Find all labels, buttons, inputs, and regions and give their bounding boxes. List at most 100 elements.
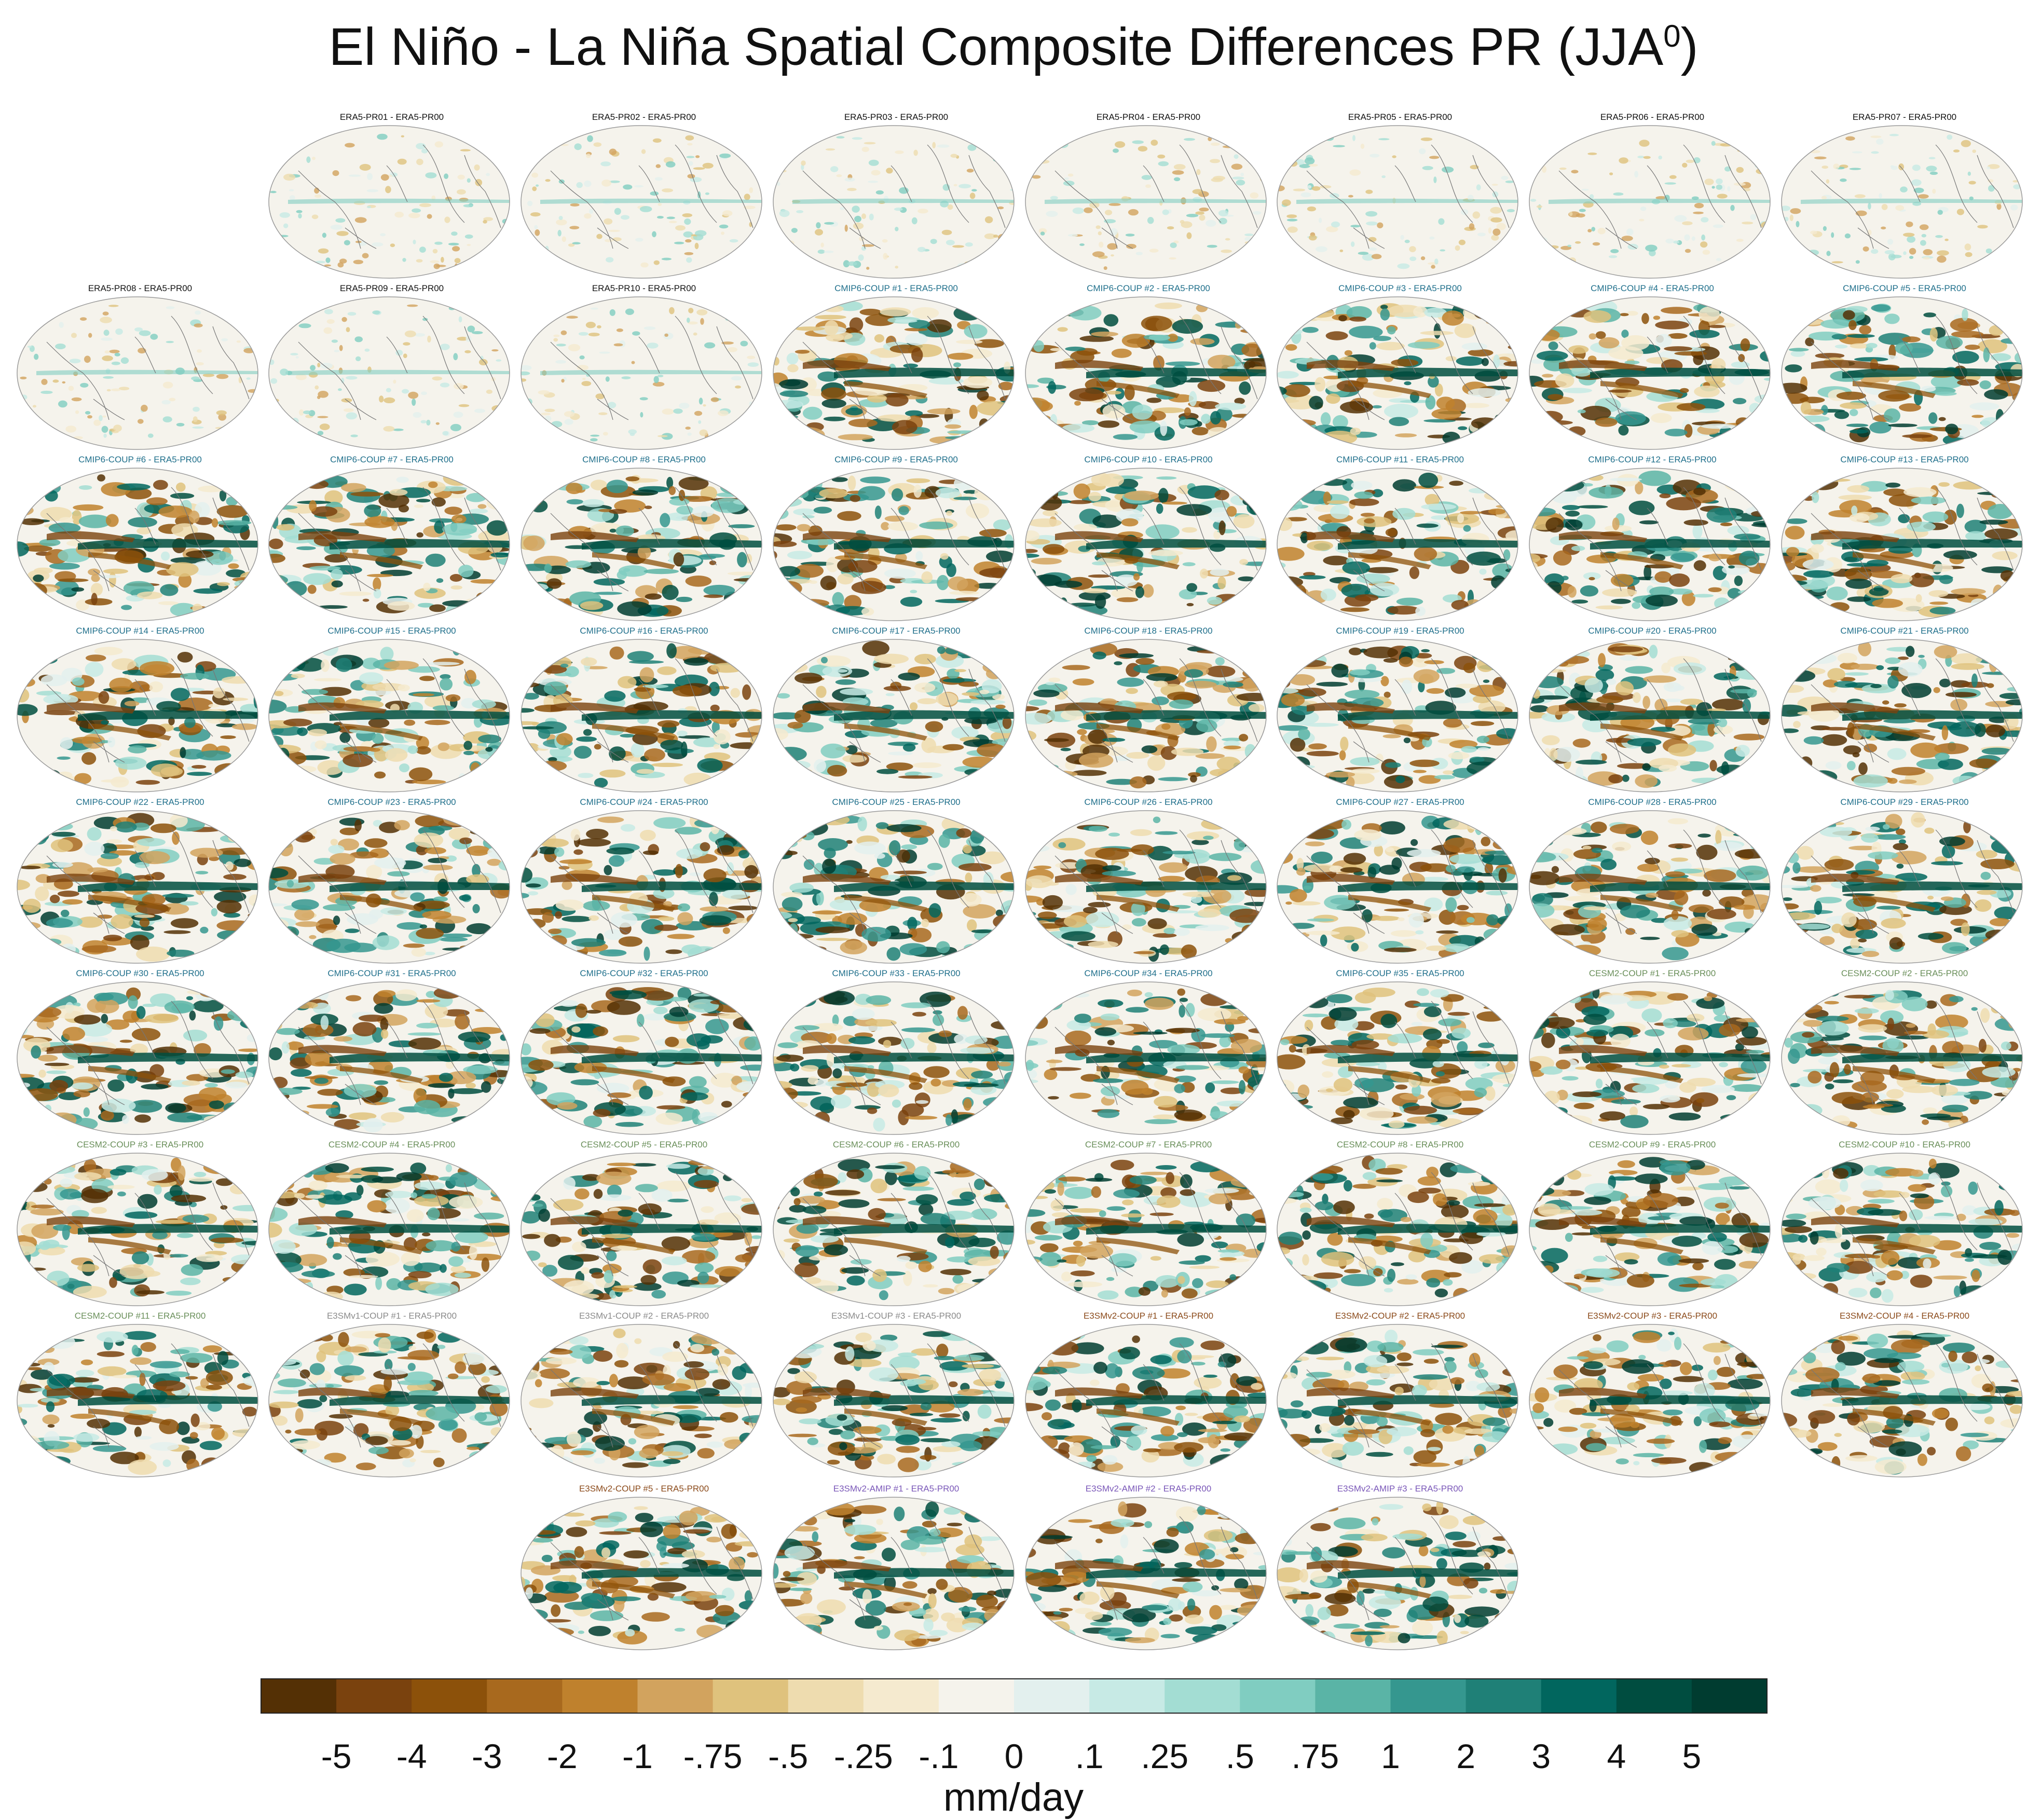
colorbar-tick-label: -.75	[683, 1736, 743, 1776]
colorbar-tick-label: 3	[1531, 1736, 1551, 1776]
map-panel: CMIP6-COUP #30 - ERA5-PR00	[16, 968, 265, 1139]
colorbar-tick-label: -5	[321, 1736, 352, 1776]
robinson-map	[1024, 295, 1268, 451]
robinson-map	[1780, 1152, 2024, 1307]
colorbar-tick-label: -.25	[834, 1736, 893, 1776]
map-panel: CMIP6-COUP #18 - ERA5-PR00	[1024, 625, 1273, 797]
map-panel: E3SMv1-COUP #1 - ERA5-PR00	[267, 1310, 516, 1482]
robinson-map	[1528, 980, 1772, 1136]
map-panel: CMIP6-COUP #12 - ERA5-PR00	[1528, 454, 1777, 625]
robinson-map	[1024, 638, 1268, 793]
map-panel: CMIP6-COUP #26 - ERA5-PR00	[1024, 797, 1273, 968]
colorbar-swatch	[1165, 1679, 1240, 1713]
map-panel: CMIP6-COUP #17 - ERA5-PR00	[772, 625, 1021, 797]
colorbar-swatch	[1617, 1679, 1692, 1713]
colorbar-tick-label: -.5	[768, 1736, 808, 1776]
panel-label: E3SMv1-COUP #1 - ERA5-PR00	[267, 1310, 516, 1322]
panel-label: E3SMv1-COUP #2 - ERA5-PR00	[519, 1310, 769, 1322]
panel-label: CESM2-COUP #3 - ERA5-PR00	[16, 1139, 265, 1151]
map-panel: CMIP6-COUP #5 - ERA5-PR00	[1780, 283, 2027, 454]
colorbar-tick-label: .5	[1226, 1736, 1254, 1776]
panel-label: CMIP6-COUP #19 - ERA5-PR00	[1276, 625, 1525, 637]
map-panel: CMIP6-COUP #3 - ERA5-PR00	[1276, 283, 1525, 454]
map-panel: CMIP6-COUP #13 - ERA5-PR00	[1780, 454, 2027, 625]
panel-label: ERA5-PR06 - ERA5-PR00	[1528, 112, 1777, 123]
map-panel: CMIP6-COUP #8 - ERA5-PR00	[519, 454, 769, 625]
map-panel: CMIP6-COUP #6 - ERA5-PR00	[16, 454, 265, 625]
robinson-map	[772, 1496, 1016, 1651]
robinson-map	[772, 980, 1016, 1136]
robinson-map	[1024, 124, 1268, 280]
panel-label: CMIP6-COUP #32 - ERA5-PR00	[519, 968, 769, 979]
panel-label: CMIP6-COUP #29 - ERA5-PR00	[1780, 797, 2027, 808]
robinson-map	[267, 980, 511, 1136]
robinson-map	[16, 467, 259, 622]
colorbar-tick-label: 5	[1682, 1736, 1702, 1776]
map-panel: CMIP6-COUP #2 - ERA5-PR00	[1024, 283, 1273, 454]
map-panel: CMIP6-COUP #34 - ERA5-PR00	[1024, 968, 1273, 1139]
robinson-map	[772, 1323, 1016, 1479]
map-panel: ERA5-PR03 - ERA5-PR00	[772, 112, 1021, 283]
panel-label: CMIP6-COUP #34 - ERA5-PR00	[1024, 968, 1273, 979]
map-panel: E3SMv2-AMIP #3 - ERA5-PR00	[1276, 1483, 1525, 1654]
robinson-map	[1528, 467, 1772, 622]
robinson-map	[267, 295, 511, 451]
colorbar-swatch	[638, 1679, 714, 1713]
robinson-map	[1024, 1496, 1268, 1651]
panel-label: ERA5-PR04 - ERA5-PR00	[1024, 112, 1273, 123]
colorbar-swatch	[1014, 1679, 1090, 1713]
map-panel: CESM2-COUP #2 - ERA5-PR00	[1780, 968, 2027, 1139]
panel-label: CMIP6-COUP #17 - ERA5-PR00	[772, 625, 1021, 637]
map-panel: ERA5-PR08 - ERA5-PR00	[16, 283, 265, 454]
colorbar-tick-label: .1	[1075, 1736, 1104, 1776]
colorbar-swatch	[939, 1679, 1015, 1713]
robinson-map	[1276, 1496, 1519, 1651]
robinson-map	[519, 124, 763, 280]
map-panel: E3SMv2-COUP #3 - ERA5-PR00	[1528, 1310, 1777, 1482]
robinson-map	[1276, 124, 1519, 280]
panel-label: ERA5-PR02 - ERA5-PR00	[519, 112, 769, 123]
colorbar-swatch	[261, 1679, 337, 1713]
robinson-map	[16, 809, 259, 965]
robinson-map	[16, 1323, 259, 1479]
panel-label: CESM2-COUP #9 - ERA5-PR00	[1528, 1139, 1777, 1151]
map-panel: ERA5-PR10 - ERA5-PR00	[519, 283, 769, 454]
robinson-map	[1276, 1152, 1519, 1307]
panel-label: CESM2-COUP #7 - ERA5-PR00	[1024, 1139, 1273, 1151]
panel-label: ERA5-PR01 - ERA5-PR00	[267, 112, 516, 123]
map-panel: CMIP6-COUP #28 - ERA5-PR00	[1528, 797, 1777, 968]
panel-label: E3SMv1-COUP #3 - ERA5-PR00	[772, 1310, 1021, 1322]
map-panel: CMIP6-COUP #20 - ERA5-PR00	[1528, 625, 1777, 797]
map-panel: E3SMv2-AMIP #1 - ERA5-PR00	[772, 1483, 1021, 1654]
robinson-map	[1780, 467, 2024, 622]
robinson-map	[1780, 809, 2024, 965]
map-panel: ERA5-PR07 - ERA5-PR00	[1780, 112, 2027, 283]
map-panel: CESM2-COUP #3 - ERA5-PR00	[16, 1139, 265, 1310]
map-panel: CMIP6-COUP #35 - ERA5-PR00	[1276, 968, 1525, 1139]
map-panel: CMIP6-COUP #14 - ERA5-PR00	[16, 625, 265, 797]
robinson-map	[1528, 1323, 1772, 1479]
map-panel: CMIP6-COUP #25 - ERA5-PR00	[772, 797, 1021, 968]
robinson-map	[1780, 638, 2024, 793]
panel-label: E3SMv2-COUP #1 - ERA5-PR00	[1024, 1310, 1273, 1322]
map-panel: CESM2-COUP #10 - ERA5-PR00	[1780, 1139, 2027, 1310]
robinson-map	[519, 1323, 763, 1479]
panel-label: CMIP6-COUP #31 - ERA5-PR00	[267, 968, 516, 979]
map-panel: ERA5-PR09 - ERA5-PR00	[267, 283, 516, 454]
map-panel: CMIP6-COUP #16 - ERA5-PR00	[519, 625, 769, 797]
map-panel: CMIP6-COUP #32 - ERA5-PR00	[519, 968, 769, 1139]
panel-label: CESM2-COUP #2 - ERA5-PR00	[1780, 968, 2027, 979]
panel-label: E3SMv2-AMIP #1 - ERA5-PR00	[772, 1483, 1021, 1495]
colorbar-swatch	[1692, 1679, 1768, 1713]
panel-label: CMIP6-COUP #1 - ERA5-PR00	[772, 283, 1021, 294]
robinson-map	[1528, 295, 1772, 451]
colorbar-tick-label: -.1	[919, 1736, 958, 1776]
panel-label: CMIP6-COUP #22 - ERA5-PR00	[16, 797, 265, 808]
robinson-map	[772, 809, 1016, 965]
robinson-map	[1780, 980, 2024, 1136]
panel-label: CMIP6-COUP #28 - ERA5-PR00	[1528, 797, 1777, 808]
map-panel: E3SMv2-COUP #5 - ERA5-PR00	[519, 1483, 769, 1654]
colorbar-tick-label: 0	[1005, 1736, 1024, 1776]
robinson-map	[16, 1152, 259, 1307]
